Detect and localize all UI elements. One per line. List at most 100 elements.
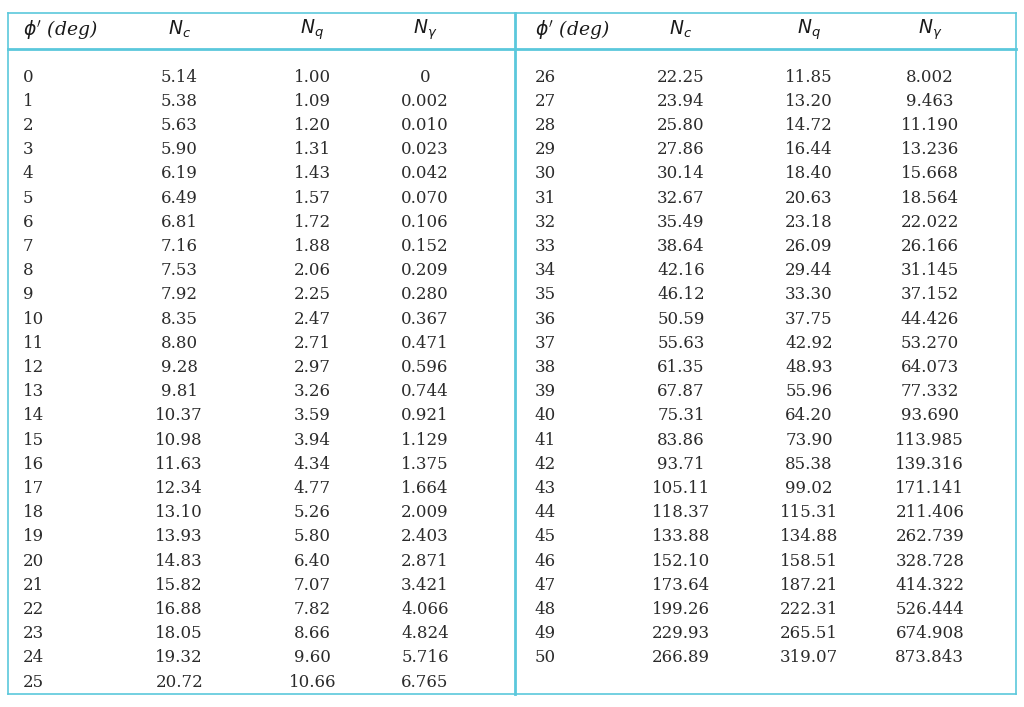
Text: 64.073: 64.073	[901, 359, 958, 376]
Text: 31.145: 31.145	[901, 262, 958, 279]
Text: 674.908: 674.908	[895, 625, 965, 642]
Text: 8.002: 8.002	[906, 69, 953, 86]
Text: 15: 15	[23, 432, 44, 449]
Text: 5.38: 5.38	[161, 93, 198, 110]
Text: 3.94: 3.94	[294, 432, 331, 449]
Text: 199.26: 199.26	[652, 601, 710, 618]
Text: 9: 9	[23, 286, 33, 303]
Text: 134.88: 134.88	[779, 528, 839, 546]
Text: 23.18: 23.18	[785, 214, 833, 231]
Text: 19.32: 19.32	[156, 650, 203, 667]
Text: 11.63: 11.63	[156, 456, 203, 473]
Text: 26: 26	[535, 69, 556, 86]
Text: 5.63: 5.63	[161, 117, 198, 134]
Text: 35.49: 35.49	[657, 214, 705, 231]
Text: 15.668: 15.668	[901, 165, 958, 182]
Text: 46: 46	[535, 553, 556, 570]
Text: 0.280: 0.280	[401, 286, 449, 303]
Text: 2: 2	[23, 117, 33, 134]
Text: 8: 8	[23, 262, 33, 279]
Text: 48.93: 48.93	[785, 359, 833, 376]
Text: 0.002: 0.002	[401, 93, 449, 110]
Text: 5.90: 5.90	[161, 141, 198, 158]
Text: 6.49: 6.49	[161, 189, 198, 206]
Text: 11.190: 11.190	[901, 117, 958, 134]
Text: 14: 14	[23, 407, 44, 424]
Text: 3.421: 3.421	[401, 577, 449, 594]
Text: 262.739: 262.739	[895, 528, 965, 546]
Text: 12.34: 12.34	[156, 480, 203, 497]
Text: 42: 42	[535, 456, 556, 473]
Text: 5: 5	[23, 189, 33, 206]
Text: 2.71: 2.71	[294, 335, 331, 352]
Text: 4.77: 4.77	[294, 480, 331, 497]
Text: 50.59: 50.59	[657, 310, 705, 327]
Text: 20.72: 20.72	[156, 674, 203, 691]
Text: 2.25: 2.25	[294, 286, 331, 303]
Text: 12: 12	[23, 359, 44, 376]
Text: 13.20: 13.20	[785, 93, 833, 110]
Text: 1.664: 1.664	[401, 480, 449, 497]
Text: 18.05: 18.05	[156, 625, 203, 642]
Text: 20.63: 20.63	[785, 189, 833, 206]
Text: 99.02: 99.02	[785, 480, 833, 497]
Text: 0.042: 0.042	[401, 165, 449, 182]
Text: 0.209: 0.209	[401, 262, 449, 279]
Text: 328.728: 328.728	[895, 553, 965, 570]
Text: 1.20: 1.20	[294, 117, 331, 134]
Text: 1: 1	[23, 93, 33, 110]
Text: 42.92: 42.92	[785, 335, 833, 352]
Text: 53.270: 53.270	[901, 335, 958, 352]
Text: 18: 18	[23, 504, 44, 521]
Text: 266.89: 266.89	[652, 650, 710, 667]
Text: 2.871: 2.871	[401, 553, 449, 570]
Text: 14.72: 14.72	[785, 117, 833, 134]
Text: 44.426: 44.426	[901, 310, 958, 327]
Text: 5.26: 5.26	[294, 504, 331, 521]
Text: 3.59: 3.59	[294, 407, 331, 424]
Text: 229.93: 229.93	[652, 625, 710, 642]
Text: 0.471: 0.471	[401, 335, 449, 352]
Text: 44: 44	[535, 504, 556, 521]
Text: 1.43: 1.43	[294, 165, 331, 182]
Text: 8.80: 8.80	[161, 335, 198, 352]
Text: 33.30: 33.30	[785, 286, 833, 303]
Text: 46.12: 46.12	[657, 286, 705, 303]
Text: 7.82: 7.82	[294, 601, 331, 618]
Text: 7.16: 7.16	[161, 238, 198, 255]
Text: 37.152: 37.152	[901, 286, 958, 303]
Text: 6.19: 6.19	[161, 165, 198, 182]
Text: 20: 20	[23, 553, 44, 570]
Text: 8.66: 8.66	[294, 625, 331, 642]
Text: 0.010: 0.010	[401, 117, 449, 134]
Text: 7.92: 7.92	[161, 286, 198, 303]
Text: $\phi'$ (deg): $\phi'$ (deg)	[23, 18, 97, 42]
Text: 139.316: 139.316	[895, 456, 965, 473]
Text: 50: 50	[535, 650, 556, 667]
Text: 0.921: 0.921	[401, 407, 449, 424]
Text: 319.07: 319.07	[780, 650, 838, 667]
Text: 10.66: 10.66	[289, 674, 336, 691]
Text: 19: 19	[23, 528, 44, 546]
Text: $N_\gamma$: $N_\gamma$	[918, 18, 942, 42]
Text: 10.98: 10.98	[156, 432, 203, 449]
Text: 23: 23	[23, 625, 44, 642]
Text: 41: 41	[535, 432, 556, 449]
Text: 9.463: 9.463	[906, 93, 953, 110]
Text: 55.96: 55.96	[785, 383, 833, 400]
Text: 6: 6	[23, 214, 33, 231]
Text: 11.85: 11.85	[785, 69, 833, 86]
Text: 7: 7	[23, 238, 33, 255]
Text: 4: 4	[23, 165, 33, 182]
Text: 25.80: 25.80	[657, 117, 705, 134]
Text: 1.09: 1.09	[294, 93, 331, 110]
Text: 171.141: 171.141	[895, 480, 965, 497]
Text: 64.20: 64.20	[785, 407, 833, 424]
Text: 7.07: 7.07	[294, 577, 331, 594]
Text: 13.236: 13.236	[901, 141, 958, 158]
Text: 5.80: 5.80	[294, 528, 331, 546]
Text: 2.47: 2.47	[294, 310, 331, 327]
Text: 152.10: 152.10	[652, 553, 710, 570]
Text: 25: 25	[23, 674, 44, 691]
Text: 27: 27	[535, 93, 556, 110]
